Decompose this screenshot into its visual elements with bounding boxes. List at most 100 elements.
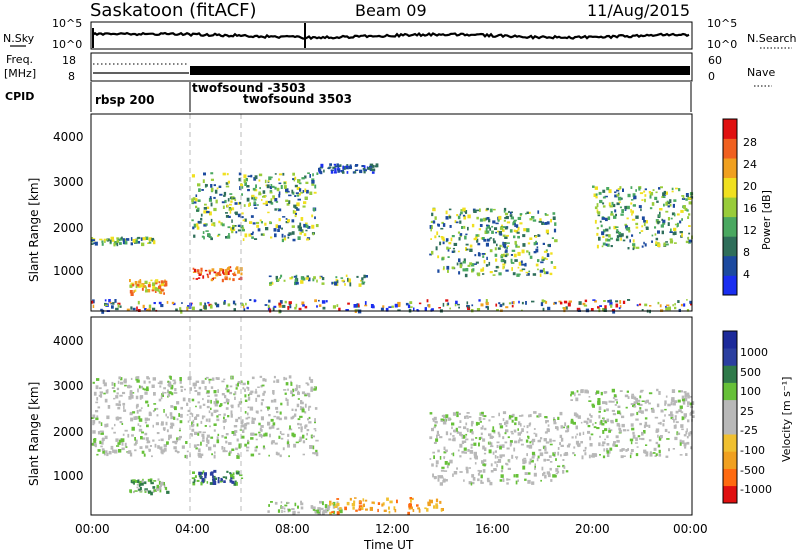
power-point-8-106 [166,301,169,304]
power-point-4-54 [313,276,316,280]
power-point-6-245 [521,249,525,254]
velocity-point-2-32 [233,482,236,486]
power-point-7-223 [661,230,664,235]
velocity-point-6-304 [586,417,589,421]
power-point-3-258 [193,201,197,204]
velocity-point-0-667 [243,426,247,430]
velocity-point-0-52 [107,405,111,409]
velocity-point-0-220 [180,406,183,410]
velocity-point-5-366 [469,450,474,454]
velocity-point-6-233 [675,410,679,414]
velocity-point-0-133 [214,451,216,454]
velocity-point-5-197 [554,474,556,478]
velocity-point-5-83 [506,447,510,450]
power-point-8-30 [289,305,292,309]
power-point-3-247 [221,201,225,204]
velocity-point-0-388 [246,386,249,389]
velocity-point-0-78 [200,455,203,459]
velocity-point-5-11 [456,467,458,470]
velocity-point-6-107 [636,411,639,416]
velocity-point-5-311 [466,417,469,419]
power-point-7-140 [631,199,634,201]
velocity-point-4-53 [331,511,335,513]
power-point-8-203 [100,308,103,311]
power-point-6-284 [471,223,475,228]
power-point-7-97 [662,192,665,197]
velocity-point-0-660 [167,393,171,397]
velocity-point-6-282 [601,444,605,447]
velocity-point-0-527 [100,432,104,435]
power-point-1-6 [159,284,163,287]
power-point-6-187 [517,216,522,220]
cpid-program-1: twofsound -3503 [192,81,306,95]
power-point-8-98 [674,303,676,306]
velocity-point-1-53 [133,481,135,485]
power-point-8-188 [496,309,499,312]
velocity-point-5-180 [476,422,480,425]
power-point-7-251 [641,216,645,220]
power-point-6-269 [479,208,481,212]
velocity-point-5-327 [429,436,433,440]
velocity-point-0-280 [229,450,232,454]
velocity-point-5-258 [515,480,518,485]
velocity-point-6-100 [572,421,576,425]
freq-label-top: Freq. [6,53,33,66]
power-point-3-99 [314,184,317,189]
velocity-point-5-12 [557,465,561,468]
velocity-point-0-567 [170,405,174,408]
power-point-8-258 [91,300,94,304]
velocity-point-0-621 [258,433,263,437]
power-point-6-76 [517,235,520,239]
velocity-point-5-131 [433,426,436,429]
power-point-7-90 [630,208,632,213]
velocity-point-5-199 [527,435,529,438]
velocity-point-6-211 [679,441,682,446]
velocity-point-4-68 [364,499,368,502]
velocity-point-5-90 [540,437,543,440]
velocity-point-0-544 [97,431,101,435]
power-point-7-16 [676,225,678,228]
power-point-6-8 [452,247,455,250]
velocity-point-3-16 [291,508,295,511]
velocity-point-4-15 [435,503,438,506]
power-point-6-174 [465,268,469,272]
power-point-3-316 [275,201,279,203]
power-point-6-305 [502,226,506,229]
velocity-point-0-650 [246,449,249,452]
velocity-colorbar-cell-0 [723,485,737,504]
power-point-3-121 [223,194,226,197]
velocity-point-0-110 [262,445,265,449]
power-point-6-201 [436,231,439,236]
velocity-point-1-14 [158,480,161,485]
velocity-point-0-691 [98,421,101,424]
velocity-point-0-684 [201,433,205,437]
velocity-point-5-72 [514,422,517,426]
velocity-point-6-16 [606,443,610,446]
power-point-6-168 [537,259,540,263]
velocity-point-6-131 [657,422,662,425]
velocity-point-0-96 [131,392,135,394]
power-point-3-307 [271,176,273,179]
power-point-8-268 [241,303,244,306]
power-point-3-179 [275,224,279,228]
velocity-point-5-281 [435,460,439,465]
power-point-2-54 [233,273,237,277]
velocity-point-6-126 [645,444,648,446]
velocity-point-5-75 [436,430,439,435]
velocity-point-1-42 [136,483,139,486]
velocity-point-0-137 [308,376,311,381]
velocity-point-0-203 [300,426,303,430]
power-point-6-147 [442,238,445,242]
velocity-point-5-198 [523,457,527,460]
velocity-point-4-14 [369,506,373,511]
velocity-point-0-469 [251,376,255,380]
power-point-1-1 [135,284,138,289]
velocity-point-0-288 [233,433,237,436]
velocity-point-0-449 [130,395,134,399]
velocity-point-5-280 [445,450,448,453]
velocity-point-0-367 [308,393,311,398]
power-point-6-231 [502,241,504,246]
power-point-6-153 [554,222,557,226]
power-point-6-67 [451,250,455,253]
power-point-8-261 [445,299,449,302]
